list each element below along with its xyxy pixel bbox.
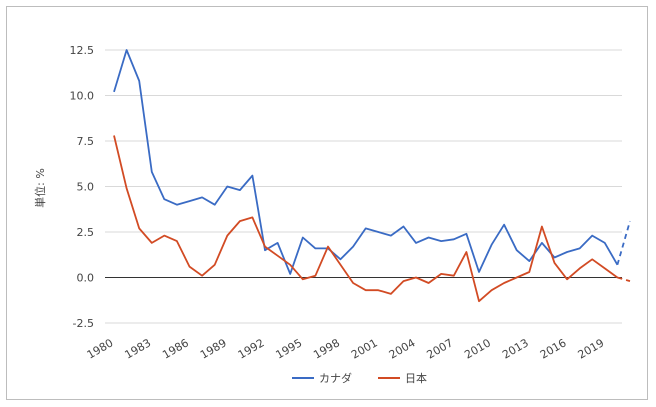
- legend-label: カナダ: [319, 371, 352, 385]
- x-tick-label: 1980: [85, 336, 116, 361]
- series-line-2: [113, 135, 618, 303]
- y-tick-label: 12.5: [70, 44, 95, 57]
- x-tick-label: 1986: [160, 336, 191, 361]
- x-tick-label: 1989: [198, 336, 229, 361]
- x-tick-label: 1998: [311, 336, 342, 361]
- y-tick-label: 0.0: [77, 272, 95, 285]
- x-tick-label: 2010: [462, 336, 493, 361]
- x-tick-label: 1992: [236, 336, 267, 361]
- series-line-projection-1: [616, 220, 631, 266]
- y-tick-label: 2.5: [77, 226, 95, 239]
- y-tick-label: -2.5: [73, 317, 94, 330]
- y-tick-label: 10.0: [70, 90, 95, 103]
- x-tick-label: 2019: [576, 336, 607, 361]
- chart-frame: [6, 6, 648, 400]
- y-tick-label: 5.0: [77, 181, 95, 194]
- x-tick-label: 2001: [349, 336, 380, 361]
- x-tick-label: 2007: [425, 336, 456, 361]
- series-line-projection-2: [617, 276, 631, 282]
- x-tick-label: 1983: [123, 336, 154, 361]
- x-tick-label: 2016: [538, 336, 569, 361]
- x-tick-labels: 1980 1983 1986 1989 1992 1995 1998 2001 2004 2007…: [85, 336, 607, 361]
- y-axis-label: 単位: %: [33, 168, 47, 208]
- legend: カナダ 日本: [292, 371, 427, 385]
- legend-label: 日本: [405, 371, 427, 385]
- x-tick-label: 2013: [500, 336, 531, 361]
- y-tick-labels: 12.5 10.0 7.5 5.0 2.5 0.0 -2.5: [70, 44, 95, 330]
- x-tick-label: 2004: [387, 336, 418, 361]
- x-tick-label: 1995: [274, 336, 305, 361]
- series-lines: [113, 49, 631, 303]
- y-tick-label: 7.5: [77, 135, 95, 148]
- gridlines: [105, 49, 622, 324]
- series-line-1: [113, 49, 619, 275]
